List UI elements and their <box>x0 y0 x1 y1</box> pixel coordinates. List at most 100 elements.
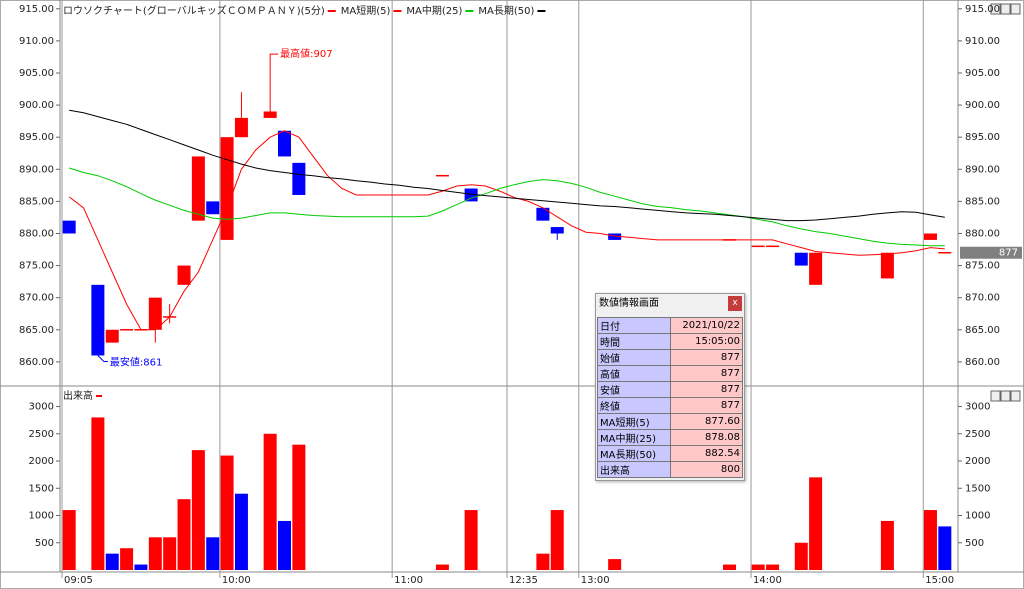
candle-body <box>263 111 277 118</box>
info-key: MA長期(50) <box>597 445 671 462</box>
candle-body <box>148 297 162 330</box>
low-annotation: 最安値:861 <box>110 355 162 368</box>
x-tick-label: 15:00 <box>925 575 954 586</box>
candle-body <box>234 117 248 138</box>
legend-label: ロウソクチャート(グローバルキッズＣＯＭＰＡＮＹ)(5分) <box>63 4 325 17</box>
legend-label: 出来高 <box>63 389 93 402</box>
info-row: 出来高 800 <box>597 461 743 478</box>
annotation-pointer <box>269 53 279 61</box>
info-table: 日付 2021/10/22 時間 15:05:00 始値 877 高値 877 安値 877 終値 8… <box>597 317 743 478</box>
volume-bar <box>134 564 148 570</box>
volume-bar <box>163 537 177 570</box>
button[interactable] <box>990 390 1001 402</box>
y2-tick-label: 915.00 <box>965 4 1000 15</box>
info-row: 日付 2021/10/22 <box>597 317 743 334</box>
volume-bar <box>278 520 291 570</box>
info-panel[interactable]: 数値情報画面 x 日付 2021/10/22 時間 15:05:00 始値 877 高値 877… <box>595 293 745 481</box>
volume-bar <box>105 553 119 570</box>
info-row: 始値 877 <box>597 349 743 366</box>
y2-tick-label: 1500 <box>965 483 990 494</box>
legend-label: MA短期(5) <box>341 4 391 17</box>
candle-body <box>91 284 105 356</box>
candle-body <box>880 252 894 279</box>
info-row: 安値 877 <box>597 381 743 398</box>
y-tick-label: 890.00 <box>19 164 54 175</box>
x-tick-label: 11:00 <box>394 575 423 586</box>
volume-bar <box>923 510 937 570</box>
legend-label: MA中期(25) <box>406 4 462 17</box>
x-tick-label: 14:00 <box>753 575 782 586</box>
volume-bar <box>191 450 205 570</box>
y2-tick-label: 2000 <box>965 456 990 467</box>
info-value: 15:05:00 <box>670 333 743 350</box>
button[interactable] <box>990 3 1001 15</box>
volume-bar <box>794 542 808 570</box>
volume-bar <box>751 564 765 570</box>
y-tick-label: 1000 <box>29 511 54 522</box>
button[interactable] <box>1000 390 1011 402</box>
info-row: 時間 15:05:00 <box>597 333 743 350</box>
volume-bar <box>206 537 220 570</box>
y2-tick-label: 890.00 <box>965 164 1000 175</box>
candle-body <box>608 233 622 240</box>
button[interactable] <box>1010 390 1021 402</box>
info-row: MA短期(5) 877.60 <box>597 413 743 430</box>
volume-bar <box>608 559 622 570</box>
volume-bar <box>220 455 234 570</box>
info-value: 882.54 <box>670 445 743 462</box>
volume-bar <box>809 477 823 570</box>
x-tick-label: 12:35 <box>509 575 538 586</box>
info-key: MA中期(25) <box>597 429 671 446</box>
y2-tick-label: 885.00 <box>965 196 1000 207</box>
y-tick-label: 900.00 <box>19 100 54 111</box>
candle-body <box>62 220 76 234</box>
y-tick-label: 880.00 <box>19 228 54 239</box>
x-tick-label: 09:05 <box>64 575 93 586</box>
y-tick-label: 875.00 <box>19 261 54 272</box>
ma-line <box>69 167 945 247</box>
candle-body <box>923 233 937 240</box>
info-title: 数値情報画面 <box>599 298 659 309</box>
info-value: 877 <box>670 365 743 382</box>
volume-bar <box>177 499 191 570</box>
info-value: 878.08 <box>670 429 743 446</box>
info-value: 877 <box>670 397 743 414</box>
volume-bar <box>234 493 248 570</box>
y2-tick-label: 2500 <box>965 429 990 440</box>
y2-tick-label: 905.00 <box>965 68 1000 79</box>
button[interactable] <box>1000 3 1011 15</box>
y-tick-label: 870.00 <box>19 293 54 304</box>
button[interactable] <box>1010 3 1021 15</box>
legend-label: MA長期(50) <box>478 5 534 17</box>
y-tick-label: 860.00 <box>19 357 54 368</box>
y2-tick-label: 865.00 <box>965 325 1000 336</box>
y2-tick-label: 880.00 <box>965 228 1000 239</box>
y-tick-label: 1500 <box>29 483 54 494</box>
y2-tick-label: 1000 <box>965 511 990 522</box>
y2-tick-label: 3000 <box>965 402 990 413</box>
volume-bar <box>880 520 894 570</box>
candle-body <box>464 188 478 202</box>
info-row: 高値 877 <box>597 365 743 382</box>
annotation-pointer <box>97 355 108 362</box>
volume-bar <box>62 510 76 570</box>
volume-bar <box>536 553 550 570</box>
close-button[interactable]: x <box>728 296 742 311</box>
ma-line <box>69 109 945 222</box>
y2-tick-label: 895.00 <box>965 132 1000 143</box>
info-value: 877 <box>670 381 743 398</box>
candle-body <box>536 207 550 221</box>
info-key: 日付 <box>597 317 671 334</box>
y2-tick-label: 870.00 <box>965 293 1000 304</box>
volume-bar <box>464 510 478 570</box>
volume-bar <box>263 433 277 570</box>
volume-bar <box>120 548 134 570</box>
y-tick-label: 500 <box>35 538 54 549</box>
y2-tick-label: 910.00 <box>965 36 1000 47</box>
info-row: MA長期(50) 882.54 <box>597 445 743 462</box>
high-annotation: 最高値:907 <box>280 47 332 60</box>
volume-bar <box>435 564 449 570</box>
volume-bar <box>723 564 736 570</box>
